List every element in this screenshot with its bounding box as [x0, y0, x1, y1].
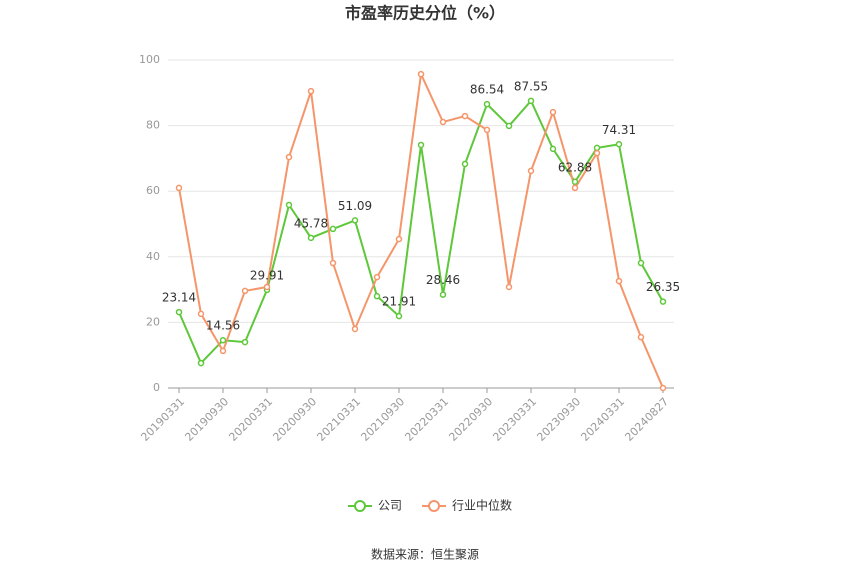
point: [483, 100, 491, 108]
point: [659, 298, 667, 305]
y-tick-label: 80: [146, 119, 160, 132]
point: [571, 184, 579, 192]
source-note: 数据来源：恒生聚源: [371, 547, 479, 562]
x-tick-label: 20240331: [578, 395, 627, 444]
point: [197, 359, 205, 367]
point: [417, 70, 425, 78]
point: [549, 145, 557, 153]
y-tick-label: 20: [146, 315, 160, 328]
point: [571, 178, 579, 186]
point: [175, 184, 183, 192]
point: [373, 273, 381, 281]
point: [285, 201, 293, 209]
y-tick-label: 100: [139, 53, 160, 66]
point: [219, 336, 227, 344]
point: [329, 259, 337, 267]
data-label: 51.09: [338, 199, 372, 213]
point: [373, 292, 381, 300]
point: [461, 160, 469, 168]
legend-marker: [428, 500, 441, 512]
point: [505, 283, 513, 291]
point: [285, 153, 293, 161]
point: [351, 325, 359, 333]
x-tick-label: 20200930: [270, 395, 319, 444]
x-tick-label: 20230331: [490, 395, 539, 444]
x-tick-label: 20240827: [622, 395, 671, 444]
data-label: 28.46: [426, 273, 460, 287]
series-line: [178, 70, 664, 389]
point: [461, 112, 469, 120]
series-line: [178, 99, 664, 365]
data-label: 45.78: [294, 216, 328, 230]
point: [175, 308, 183, 316]
data-label: 62.88: [558, 160, 592, 174]
point: [505, 122, 513, 130]
point: [615, 277, 623, 285]
point: [417, 141, 425, 149]
chart-title: 市盈率历史分位（%）: [345, 4, 505, 23]
point: [351, 217, 359, 224]
x-tick-label: 20210331: [314, 395, 363, 444]
data-label: 74.31: [602, 123, 636, 137]
point: [439, 291, 447, 298]
point: [307, 87, 315, 95]
data-label: 86.54: [470, 83, 504, 97]
legend: 公司 行业中位数: [348, 498, 512, 513]
point: [241, 287, 249, 295]
x-tick-label: 20200331: [226, 395, 275, 444]
point: [659, 384, 667, 392]
y-tick-label: 0: [153, 381, 160, 394]
point: [395, 235, 403, 243]
point: [527, 97, 535, 105]
point: [263, 283, 271, 291]
point: [593, 144, 601, 152]
point: [197, 310, 205, 318]
data-label: 87.55: [514, 79, 548, 93]
legend-item[interactable]: 公司: [348, 499, 402, 513]
x-tick-label: 20230930: [534, 395, 583, 444]
point: [483, 126, 491, 134]
point: [395, 312, 403, 320]
legend-marker: [354, 500, 366, 512]
data-label: 29.91: [250, 268, 284, 282]
data-label: 14.56: [206, 319, 240, 333]
y-tick-label: 40: [146, 250, 160, 263]
point: [549, 108, 557, 116]
legend-label: 行业中位数: [452, 498, 512, 513]
data-label: 23.14: [162, 291, 196, 305]
point: [241, 338, 249, 346]
point: [329, 225, 337, 233]
point: [219, 347, 227, 355]
x-tick-label: 20210930: [358, 395, 407, 444]
x-tick-label: 20220930: [446, 395, 495, 444]
point: [637, 333, 645, 341]
legend-label: 公司: [378, 499, 402, 513]
point: [637, 259, 645, 267]
point: [593, 149, 601, 157]
x-tick-label: 20220331: [402, 395, 451, 444]
point: [615, 141, 623, 148]
point: [307, 234, 315, 242]
legend-item[interactable]: 行业中位数: [422, 498, 512, 513]
x-tick-label: 20190331: [138, 395, 187, 444]
data-label: 26.35: [646, 280, 680, 294]
x-tick-label: 20190930: [182, 395, 231, 444]
point: [439, 118, 447, 126]
data-label: 21.91: [382, 295, 416, 309]
point: [527, 167, 535, 175]
y-tick-label: 60: [146, 184, 160, 197]
